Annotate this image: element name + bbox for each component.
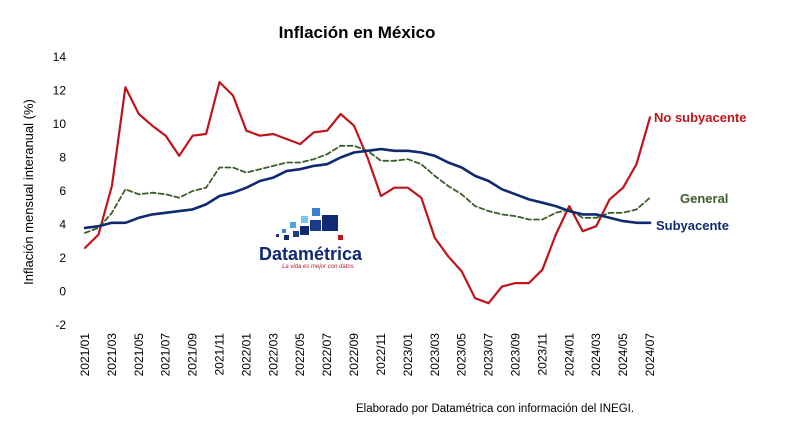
series-label-general: General: [680, 191, 728, 206]
logo-square: [301, 216, 308, 223]
y-tick-label: 0: [59, 285, 66, 299]
logo-square: [310, 220, 321, 231]
x-tick-label: 2024/01: [562, 333, 576, 377]
x-tick-label: 2022/09: [347, 333, 361, 377]
watermark-name: Datamétrica: [259, 244, 363, 264]
x-tick-label: 2023/03: [428, 333, 442, 377]
x-tick-label: 2024/07: [643, 333, 657, 377]
x-tick-label: 2021/07: [159, 333, 173, 377]
x-tick-label: 2022/03: [266, 333, 280, 377]
logo-square: [312, 208, 320, 216]
x-tick-label: 2022/01: [239, 333, 253, 377]
y-tick-label: 10: [53, 117, 67, 131]
y-axis-ticks: -2 0 2 4 6 8 10 12 14: [53, 50, 67, 332]
logo-square: [293, 231, 299, 237]
logo-square: [300, 226, 309, 235]
logo-square: [290, 222, 296, 228]
x-axis-ticks: 2021/01 2021/03 2021/05 2021/07 2021/09 2021/…: [78, 333, 657, 377]
series-label-subyacente: Subyacente: [656, 218, 729, 233]
x-tick-label: 2021/05: [132, 333, 146, 377]
y-axis-label: Inflación mensual interanual (%): [21, 99, 36, 285]
x-tick-label: 2023/05: [455, 333, 469, 377]
y-tick-label: 14: [53, 50, 67, 64]
y-tick-label: 2: [59, 251, 66, 265]
logo-square: [276, 234, 279, 237]
y-tick-label: -2: [55, 318, 66, 332]
x-tick-label: 2023/01: [401, 333, 415, 377]
logo-square: [282, 229, 286, 233]
y-tick-label: 12: [53, 84, 67, 98]
source-credit: Elaborado por Datamétrica con informació…: [356, 403, 634, 415]
datametrica-logo: Datamétrica La vida es mejor con datos: [259, 208, 363, 270]
y-tick-label: 6: [59, 184, 66, 198]
y-tick-label: 4: [59, 218, 66, 232]
chart-title: Inflación en México: [279, 23, 436, 42]
x-tick-label: 2022/07: [320, 333, 334, 377]
logo-square: [322, 215, 338, 231]
x-tick-label: 2024/05: [616, 333, 630, 377]
x-tick-label: 2021/03: [105, 333, 119, 377]
x-tick-label: 2022/11: [374, 333, 388, 376]
series-line-subyacente: [83, 147, 652, 230]
x-tick-label: 2021/01: [78, 333, 92, 377]
x-tick-label: 2023/09: [508, 333, 522, 377]
logo-square: [284, 235, 289, 240]
x-tick-label: 2024/03: [589, 333, 603, 377]
series-line-no-subyacente: [83, 80, 652, 305]
y-tick-label: 8: [59, 151, 66, 165]
logo-square: [338, 235, 343, 240]
x-tick-label: 2021/11: [213, 333, 227, 376]
x-tick-label: 2022/05: [293, 333, 307, 377]
x-tick-label: 2021/09: [186, 333, 200, 377]
watermark-tagline: La vida es mejor con datos: [282, 264, 354, 270]
x-tick-label: 2023/07: [482, 333, 496, 377]
x-tick-label: 2023/11: [535, 333, 549, 376]
series-lines: [83, 80, 652, 305]
series-label-no-subyacente: No subyacente: [654, 110, 746, 125]
